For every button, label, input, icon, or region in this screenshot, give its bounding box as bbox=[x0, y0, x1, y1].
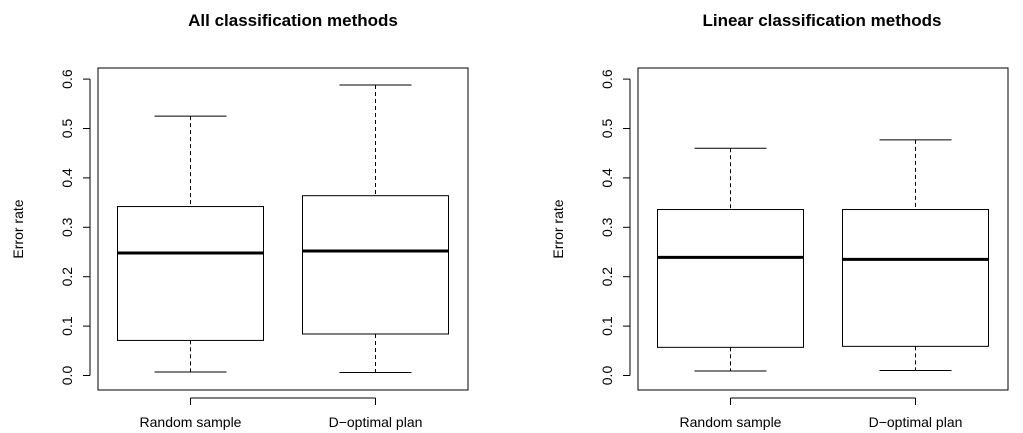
x-tick-label: Random sample bbox=[680, 414, 782, 430]
y-tick-label: 0.6 bbox=[59, 69, 75, 89]
box-iqr bbox=[302, 195, 449, 335]
x-tick-label: Random sample bbox=[140, 414, 242, 430]
box-iqr bbox=[657, 209, 804, 348]
plot-frame bbox=[637, 67, 1009, 391]
y-axis-label: Error rate bbox=[10, 199, 26, 258]
y-tick-label: 0.5 bbox=[599, 119, 615, 139]
box-iqr bbox=[842, 209, 989, 347]
chart-title: All classification methods bbox=[188, 11, 398, 30]
y-axis-label: Error rate bbox=[550, 199, 566, 258]
y-tick-label: 0.1 bbox=[599, 316, 615, 336]
y-tick-label: 0.3 bbox=[59, 217, 75, 237]
x-tick-label: D−optimal plan bbox=[869, 414, 963, 430]
y-tick-label: 0.6 bbox=[599, 69, 615, 89]
y-tick-label: 0.0 bbox=[599, 366, 615, 386]
y-tick-label: 0.3 bbox=[599, 217, 615, 237]
y-tick-label: 0.2 bbox=[59, 267, 75, 287]
y-tick-label: 0.0 bbox=[59, 366, 75, 386]
y-tick-label: 0.4 bbox=[599, 168, 615, 188]
chart-title: Linear classification methods bbox=[702, 11, 941, 30]
y-tick-label: 0.2 bbox=[599, 267, 615, 287]
y-tick-label: 0.1 bbox=[59, 316, 75, 336]
y-tick-label: 0.5 bbox=[59, 119, 75, 139]
box-iqr bbox=[117, 206, 264, 341]
y-tick-label: 0.4 bbox=[59, 168, 75, 188]
x-tick-label: D−optimal plan bbox=[329, 414, 423, 430]
plot-frame bbox=[97, 67, 469, 391]
